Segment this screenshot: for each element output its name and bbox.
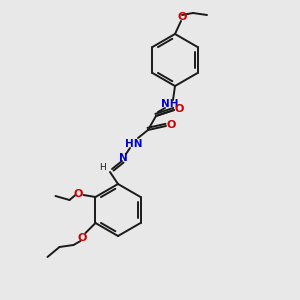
Text: O: O (166, 120, 176, 130)
Text: NH: NH (161, 99, 179, 109)
Text: O: O (174, 104, 184, 114)
Text: H: H (100, 164, 106, 172)
Text: O: O (78, 233, 87, 243)
Text: O: O (177, 12, 187, 22)
Text: O: O (74, 189, 83, 199)
Text: HN: HN (125, 139, 143, 149)
Text: N: N (118, 153, 127, 163)
